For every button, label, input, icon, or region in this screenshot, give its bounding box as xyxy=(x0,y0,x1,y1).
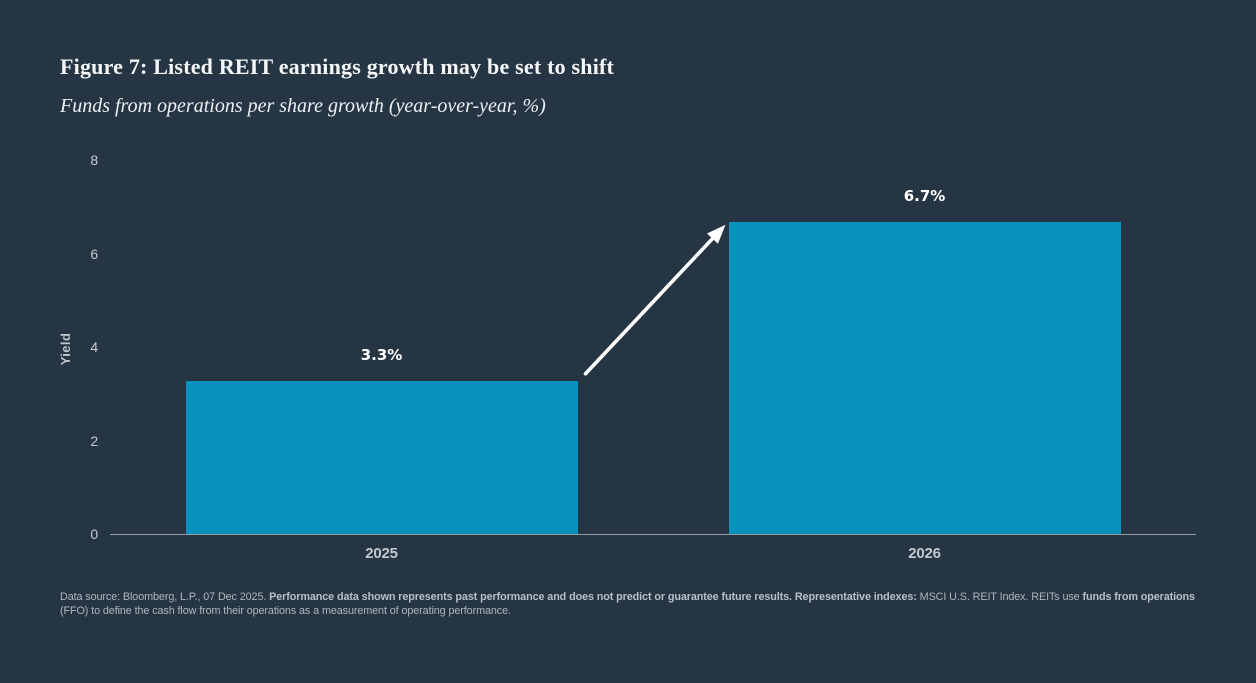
footnote-text: MSCI U.S. REIT Index. REITs use xyxy=(916,591,1083,603)
figure-subtitle: Funds from operations per share growth (… xyxy=(60,95,546,117)
footnote-line-1: Data source: Bloomberg, L.P., 07 Dec 202… xyxy=(60,591,1200,605)
footnote: Data source: Bloomberg, L.P., 07 Dec 202… xyxy=(60,591,1200,618)
footnote-bold-text: Performance data shown represents past p… xyxy=(269,591,917,603)
footnote-text: Data source: Bloomberg, L.P., 07 Dec 202… xyxy=(60,591,270,603)
y-tick-6: 6 xyxy=(90,245,98,262)
x-tick-2026: 2026 xyxy=(908,545,941,562)
footnote-text: (FFO) to define the cash flow from their… xyxy=(60,604,511,617)
y-tick-4: 4 xyxy=(90,339,98,355)
value-label-2026: 6.7% xyxy=(903,186,946,205)
y-tick-0: 0 xyxy=(90,526,98,542)
x-axis-line xyxy=(110,534,1196,535)
footnote-line-2: (FFO) to define the cash flow from their… xyxy=(60,605,1200,619)
x-tick-2025: 2025 xyxy=(365,545,398,562)
bar-2025 xyxy=(185,380,578,534)
figure-title: Figure 7: Listed REIT earnings growth ma… xyxy=(60,54,615,79)
y-tick-2: 2 xyxy=(90,432,98,449)
y-tick-8: 8 xyxy=(90,152,98,168)
footnote-bold-text: funds from operations xyxy=(1082,591,1195,603)
bar-2026 xyxy=(728,221,1121,534)
value-label-2025: 3.3% xyxy=(360,345,403,364)
